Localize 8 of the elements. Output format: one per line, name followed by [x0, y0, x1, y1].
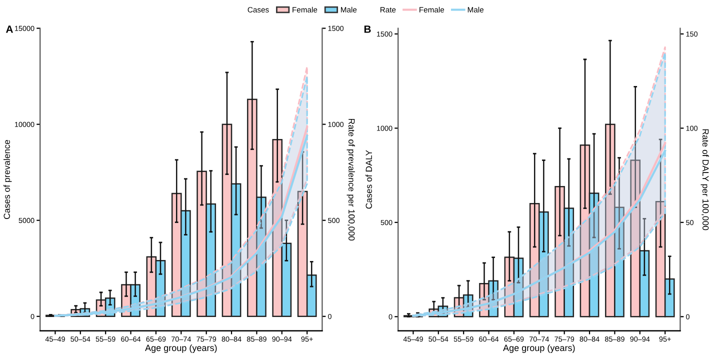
chart-title: A: [6, 26, 13, 33]
y2-axis-title: Rate of DALY per 100,000: [700, 129, 709, 230]
y-axis-title: Cases of DALY: [366, 150, 372, 209]
y2-axis-title: Rate of prevalence per 100,000: [346, 118, 355, 240]
x-axis-title: Age group (years): [503, 344, 575, 353]
x-axis-title: Age group (years): [145, 344, 217, 353]
y-axis-title: Cases of prevalence: [4, 140, 12, 219]
chart-title: B: [364, 26, 371, 33]
